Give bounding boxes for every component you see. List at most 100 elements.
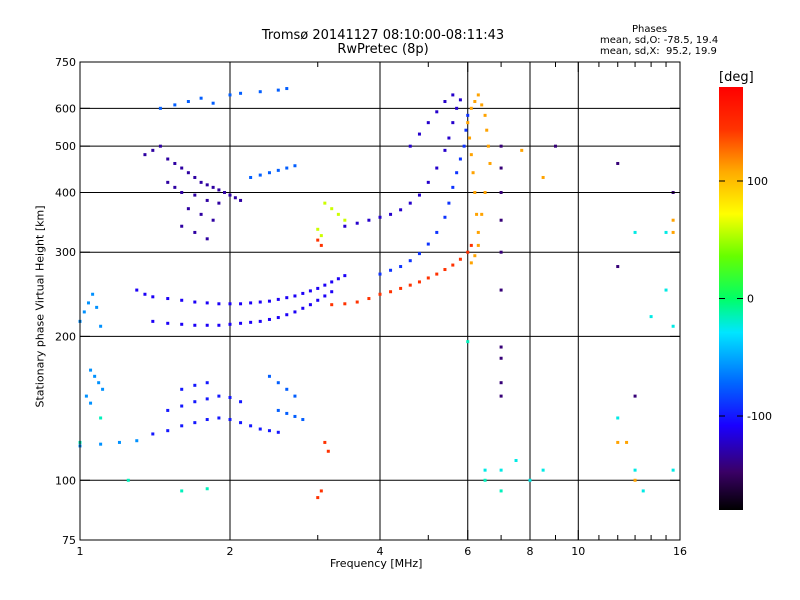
data-point — [447, 136, 451, 140]
data-point — [285, 411, 289, 415]
data-point — [166, 180, 170, 184]
y-tick-label: 300 — [55, 246, 76, 259]
data-point — [267, 171, 271, 175]
data-point — [499, 144, 503, 148]
data-point — [95, 305, 99, 309]
data-point — [664, 288, 668, 292]
data-point — [84, 394, 88, 398]
data-point — [616, 161, 620, 165]
chart-title: Tromsø 20141127 08:10:00-08:11:43 — [261, 28, 505, 43]
data-point — [633, 478, 637, 482]
data-point — [451, 263, 455, 267]
data-point — [285, 166, 289, 170]
data-point — [469, 261, 473, 265]
data-point — [173, 103, 177, 107]
data-point — [435, 230, 439, 234]
data-point — [476, 230, 480, 234]
data-point — [205, 183, 209, 187]
x-tick-label: 8 — [527, 545, 534, 558]
data-point — [193, 323, 197, 327]
y-axis-label: Stationary phase Virtual Height [km] — [33, 205, 47, 408]
data-point — [258, 427, 262, 431]
y-tick-label: 750 — [55, 56, 76, 69]
data-point — [499, 288, 503, 292]
data-point — [199, 96, 203, 100]
data-point — [389, 268, 393, 272]
data-point — [180, 404, 184, 408]
data-point — [323, 440, 327, 444]
data-point — [239, 302, 243, 306]
x-tick-label: 6 — [464, 545, 471, 558]
data-point — [158, 144, 162, 148]
data-point — [336, 277, 340, 281]
data-point — [483, 113, 487, 117]
axis-ticks — [79, 61, 681, 541]
data-point — [228, 418, 232, 422]
data-point — [228, 395, 232, 399]
data-point — [89, 401, 93, 405]
data-point — [464, 128, 468, 132]
x-tick-label: 2 — [227, 545, 234, 558]
data-point — [499, 381, 503, 385]
data-point — [323, 283, 327, 287]
data-point — [99, 442, 103, 446]
data-point — [443, 268, 447, 272]
y-tick-label: 200 — [55, 330, 76, 343]
data-point — [458, 98, 462, 102]
colorbar-ticks: -100 0 100 — [719, 175, 772, 423]
data-point — [466, 250, 470, 254]
data-point — [166, 157, 170, 161]
data-point — [480, 212, 484, 216]
data-point — [473, 254, 477, 258]
data-point — [217, 201, 221, 205]
data-point — [166, 429, 170, 433]
data-point — [135, 288, 139, 292]
data-point — [301, 418, 305, 422]
data-point — [91, 292, 95, 296]
data-point — [499, 468, 503, 472]
data-point — [541, 175, 545, 179]
data-point — [319, 243, 323, 247]
data-point — [499, 356, 503, 360]
data-point — [293, 164, 297, 168]
data-points — [78, 87, 675, 500]
data-point — [417, 132, 421, 136]
data-point — [293, 294, 297, 298]
data-point — [249, 301, 253, 305]
data-point — [233, 196, 237, 200]
data-point — [480, 103, 484, 107]
data-point — [301, 306, 305, 310]
data-point — [443, 148, 447, 152]
data-point — [443, 215, 447, 219]
data-point — [217, 323, 221, 327]
data-point — [355, 300, 359, 304]
data-point — [258, 300, 262, 304]
data-point — [514, 458, 518, 462]
x-tick-label: 16 — [673, 545, 687, 558]
data-point — [151, 432, 155, 436]
data-point — [228, 302, 232, 306]
y-tick-label: 400 — [55, 186, 76, 199]
data-point — [426, 276, 430, 280]
data-point — [483, 478, 487, 482]
data-point — [217, 188, 221, 192]
data-point — [343, 302, 347, 306]
data-point — [239, 421, 243, 425]
phases-label: Phases — [632, 24, 668, 35]
data-point — [308, 303, 312, 307]
data-point — [475, 212, 479, 216]
data-point — [343, 274, 347, 278]
data-point — [466, 113, 470, 117]
data-point — [186, 171, 190, 175]
data-point — [99, 324, 103, 328]
data-point — [267, 299, 271, 303]
data-point — [330, 280, 334, 284]
data-point — [180, 298, 184, 302]
data-point — [193, 383, 197, 387]
data-point — [473, 190, 477, 194]
data-point — [499, 190, 503, 194]
data-point — [633, 394, 637, 398]
data-point — [469, 153, 473, 157]
data-point — [126, 478, 130, 482]
data-point — [86, 301, 90, 305]
